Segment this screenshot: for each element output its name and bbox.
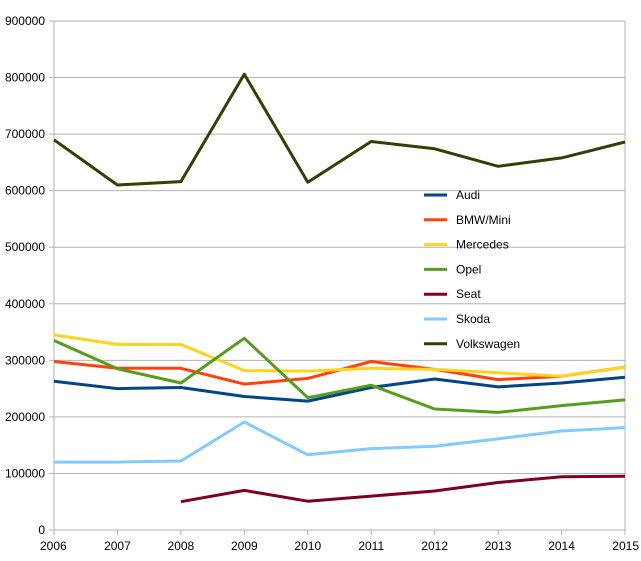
x-tick-label: 2008 [168,539,195,553]
y-tick-label: 900000 [5,14,45,28]
legend-label-audi: Audi [456,188,480,202]
y-tick-label: 800000 [5,71,45,85]
legend-label-bmw-mini: BMW/Mini [456,213,511,227]
y-tick-label: 600000 [5,184,45,198]
y-tick-label: 400000 [5,297,45,311]
axes [49,20,626,535]
x-tick-label: 2013 [485,539,512,553]
y-tick-labels: 0 100000 200000 300000 400000 500000 600000 700… [5,14,45,537]
legend-label-mercedes: Mercedes [456,238,509,252]
y-tick-label: 300000 [5,353,45,367]
x-tick-label: 2009 [231,539,258,553]
legend-label-opel: Opel [456,262,481,276]
series-line-volkswagen [53,72,626,187]
series-line-skoda [54,420,626,464]
x-tick-labels: 2006 2007 2008 2009 2010 2011 2012 2013 2014 2015 [40,539,639,553]
x-tick-label: 2011 [358,539,384,553]
x-tick-label: 2014 [548,539,575,553]
legend-label-seat: Seat [456,287,481,301]
y-tick-label: 0 [38,523,45,537]
series-line-seat [180,474,626,504]
y-tick-label: 500000 [5,240,45,254]
x-tick-label: 2015 [612,539,639,553]
y-tick-label: 100000 [5,466,45,480]
x-tick-label: 2010 [294,539,321,553]
series-lines [53,72,626,504]
series-line-opel [53,336,626,414]
grid-lines [54,20,625,474]
legend-label-volkswagen: Volkswagen [456,337,520,351]
y-tick-label: 200000 [5,410,45,424]
x-tick-label: 2007 [104,539,131,553]
y-tick-label: 700000 [5,127,45,141]
series-line-mercedes [53,333,626,378]
legend-label-skoda: Skoda [456,312,490,326]
series-line-audi [53,375,626,403]
x-tick-label: 2006 [40,539,67,553]
x-tick-label: 2012 [421,539,448,553]
legend: Audi BMW/Mini Mercedes Opel Seat Skoda Volkswa… [424,188,520,351]
